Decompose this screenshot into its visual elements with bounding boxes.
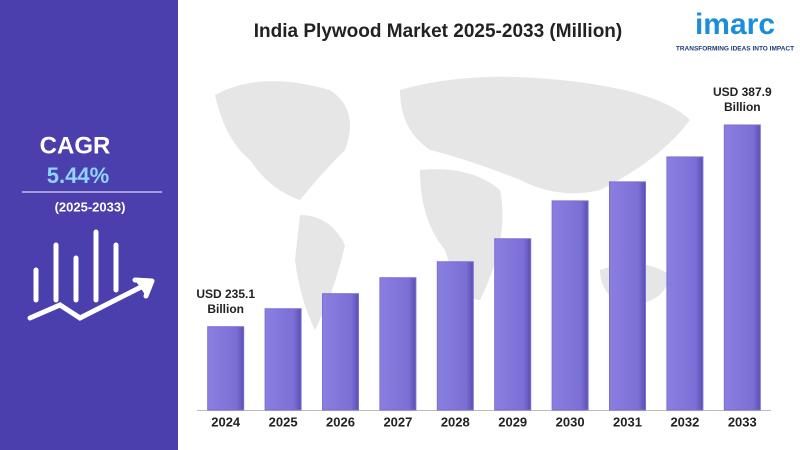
bar bbox=[379, 277, 417, 411]
x-tick-label: 2026 bbox=[326, 414, 355, 429]
x-tick-label: 2032 bbox=[670, 414, 699, 429]
growth-icon bbox=[27, 229, 155, 321]
x-tick-label: 2028 bbox=[441, 414, 470, 429]
cagr-label: CAGR bbox=[40, 132, 111, 159]
bar bbox=[264, 308, 302, 411]
cagr-value: 5.44% bbox=[47, 163, 109, 188]
chart-title: India Plywood Market 2025-2033 (Million) bbox=[254, 21, 623, 42]
logo-tagline: TRANSFORMING IDEAS INTO IMPACT bbox=[676, 46, 794, 53]
logo-name: imarc bbox=[695, 8, 775, 41]
bar bbox=[322, 293, 359, 411]
x-tick-label: 2031 bbox=[613, 414, 642, 429]
world-map bbox=[215, 76, 690, 330]
value-label: USD 235.1 Billion bbox=[196, 286, 256, 316]
x-tick-label: 2030 bbox=[556, 414, 585, 429]
x-tick-label: 2033 bbox=[728, 414, 757, 429]
bar bbox=[723, 124, 761, 411]
x-tick-label: 2029 bbox=[498, 414, 527, 429]
x-tick-label: 2025 bbox=[269, 414, 298, 429]
bar bbox=[666, 156, 704, 411]
x-tick-label: 2024 bbox=[211, 414, 241, 429]
bar bbox=[494, 238, 532, 411]
cagr-period: (2025-2033) bbox=[55, 199, 126, 214]
value-label: USD 387.9 Billion bbox=[712, 84, 772, 114]
bar bbox=[609, 181, 646, 411]
bar bbox=[551, 200, 589, 411]
x-tick-label: 2027 bbox=[383, 414, 412, 429]
side-panel bbox=[0, 0, 178, 450]
bar bbox=[436, 261, 474, 411]
bar bbox=[207, 326, 245, 411]
